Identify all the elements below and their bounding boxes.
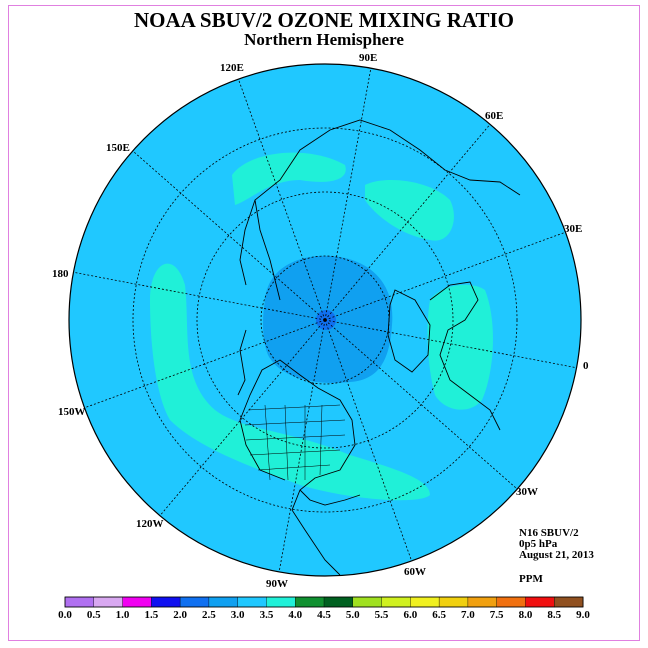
colorbar-tick-label: 5.5 bbox=[374, 609, 389, 621]
plot-frame bbox=[8, 5, 640, 641]
lon-label-0: 0 bbox=[583, 360, 589, 372]
ozone-band-east bbox=[427, 284, 493, 410]
colorbar-tick-label: 4.0 bbox=[288, 609, 303, 621]
units-label: PPM bbox=[519, 573, 543, 585]
colorbar-tick-label: 8.5 bbox=[547, 609, 562, 621]
lon-label-180: 180 bbox=[52, 268, 69, 280]
lon-label-90e: 90E bbox=[359, 52, 378, 64]
lon-label-150e: 150E bbox=[106, 142, 130, 154]
colorbar-tick-label: 7.0 bbox=[461, 609, 475, 621]
lon-label-120w: 120W bbox=[136, 518, 164, 530]
colorbar-tick-label: 2.5 bbox=[202, 609, 216, 621]
coast-alaska bbox=[237, 329, 247, 396]
ozone-band-northeast bbox=[365, 180, 454, 241]
colorbar-tick-label: 6.0 bbox=[403, 609, 418, 621]
map-subtitle: Northern Hemisphere bbox=[244, 30, 404, 49]
colorbar-tick-label: 2.0 bbox=[173, 609, 187, 621]
coast-asia bbox=[254, 119, 521, 301]
lon-label-90w: 90W bbox=[266, 578, 288, 590]
colorbar-tick-label: 3.5 bbox=[259, 609, 274, 621]
lon-label-60w: 60W bbox=[404, 566, 426, 578]
coast-north-america bbox=[239, 359, 356, 576]
coast-europe bbox=[429, 281, 501, 431]
colorbar-tick-label: 0.0 bbox=[58, 609, 72, 621]
lon-label-150w: 150W bbox=[58, 406, 86, 418]
colorbar-tick-label: 9.0 bbox=[576, 609, 590, 621]
date-label: August 21, 2013 bbox=[519, 549, 594, 561]
colorbar-tick-label: 5.0 bbox=[345, 609, 360, 621]
lon-label-30w: 30W bbox=[516, 486, 538, 498]
colorbar-tick-label: 4.5 bbox=[317, 609, 331, 621]
coast-asia-east bbox=[239, 199, 256, 286]
coast-greenland bbox=[387, 289, 431, 373]
lon-label-30e: 30E bbox=[564, 223, 583, 235]
coast-central-america bbox=[299, 489, 361, 506]
colorbar-tick-label: 1.0 bbox=[115, 609, 130, 621]
colorbar-tick-label: 3.0 bbox=[230, 609, 245, 621]
pressure-level-label: 0p5 hPa bbox=[519, 538, 558, 550]
colorbar-tick-label: 0.5 bbox=[86, 609, 101, 621]
colorbar-tick-label: 7.5 bbox=[489, 609, 504, 621]
colorbar-tick-label: 1.5 bbox=[144, 609, 159, 621]
colorbar-tick-label: 8.0 bbox=[518, 609, 533, 621]
ozone-band-north bbox=[232, 152, 346, 205]
instrument-label: N16 SBUV/2 bbox=[519, 527, 579, 539]
lon-label-120e: 120E bbox=[220, 62, 244, 74]
colorbar-tick-label: 6.5 bbox=[432, 609, 446, 621]
lon-label-60e: 60E bbox=[485, 110, 504, 122]
ozone-band-west bbox=[150, 263, 430, 501]
map-title: NOAA SBUV/2 OZONE MIXING RATIO bbox=[134, 8, 514, 32]
